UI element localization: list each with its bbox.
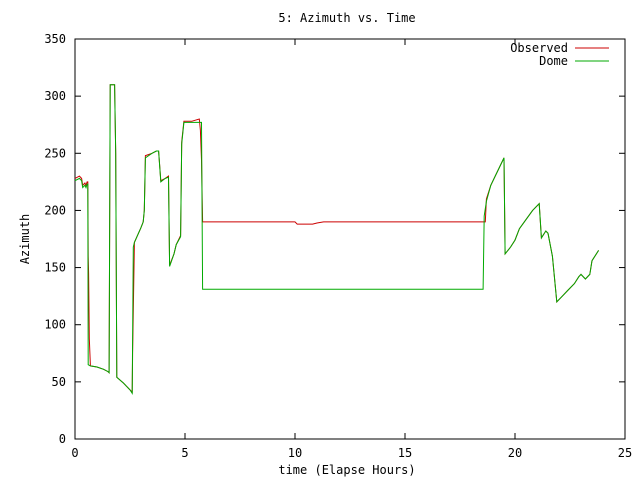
- y-axis: 0 50 100 150 200 250 300 350: [44, 32, 625, 446]
- x-axis-title: time (Elapse Hours): [278, 463, 415, 477]
- legend-label-dome: Dome: [539, 54, 568, 68]
- series-line-observed: [74, 84, 600, 394]
- x-axis: 0 5 10 15 20 25: [71, 39, 632, 460]
- chart-title: 5: Azimuth vs. Time: [278, 11, 415, 25]
- y-tick-label: 100: [44, 318, 66, 332]
- y-tick-label: 300: [44, 89, 66, 103]
- plot-frame: [74, 38, 626, 440]
- x-tick-label: 20: [508, 446, 522, 460]
- x-tick-label: 10: [288, 446, 302, 460]
- legend-label-observed: Observed: [510, 41, 568, 55]
- x-tick-label: 25: [618, 446, 632, 460]
- y-axis-title: Azimuth: [18, 214, 32, 265]
- series-line-dome: [74, 84, 600, 395]
- y-tick-label: 150: [44, 261, 66, 275]
- x-tick-label: 15: [398, 446, 412, 460]
- y-tick-label: 350: [44, 32, 66, 46]
- y-tick-label: 200: [44, 203, 66, 217]
- y-tick-label: 0: [59, 432, 66, 446]
- x-tick-label: 0: [71, 446, 78, 460]
- x-tick-label: 5: [181, 446, 188, 460]
- y-tick-label: 50: [52, 375, 66, 389]
- y-tick-label: 250: [44, 146, 66, 160]
- series-layer: [74, 84, 600, 395]
